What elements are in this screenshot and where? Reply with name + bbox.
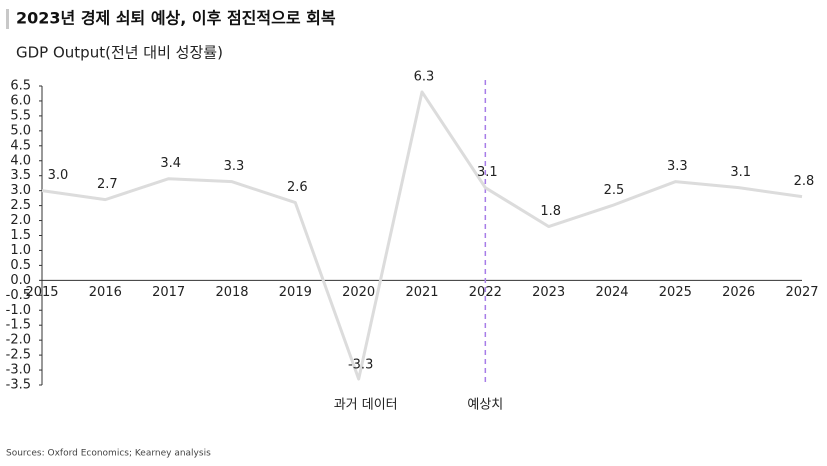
data-label: 3.4 bbox=[160, 156, 181, 171]
y-tick-label: -1.0 bbox=[6, 303, 31, 318]
y-tick-label: -0.5 bbox=[6, 288, 31, 303]
data-label: 6.3 bbox=[414, 69, 435, 84]
chart-title: 2023년 경제 쇠퇴 예상, 이후 점진적으로 회복 bbox=[16, 9, 336, 28]
y-tick-label: 2.5 bbox=[10, 198, 31, 213]
y-tick-label: 4.5 bbox=[10, 138, 31, 153]
y-tick-label: 5.0 bbox=[10, 123, 31, 138]
data-label: 2.6 bbox=[287, 180, 308, 195]
data-label: 3.1 bbox=[477, 165, 498, 180]
annotation: 예상치 bbox=[467, 398, 503, 413]
y-tick-label: 0.0 bbox=[10, 273, 31, 288]
y-tick-label: -3.0 bbox=[6, 363, 31, 378]
y-tick-label: 6.5 bbox=[10, 79, 31, 94]
x-tick-label: 2016 bbox=[89, 285, 122, 300]
data-label: 3.0 bbox=[48, 168, 69, 183]
x-tick-label: 2019 bbox=[279, 285, 312, 300]
x-tick-label: 2026 bbox=[722, 285, 755, 300]
x-tick-label: 2025 bbox=[659, 285, 692, 300]
data-label: 3.1 bbox=[730, 165, 751, 180]
y-tick-label: -1.5 bbox=[6, 318, 31, 333]
y-tick-label: 6.0 bbox=[10, 93, 31, 108]
data-label: 2.8 bbox=[794, 174, 815, 189]
chart-subtitle: GDP Output(전년 대비 성장률) bbox=[16, 44, 223, 62]
y-tick-label: 2.0 bbox=[10, 213, 31, 228]
y-tick-label: 0.5 bbox=[10, 258, 31, 273]
x-tick-label: 2015 bbox=[25, 285, 58, 300]
title-bar bbox=[6, 9, 9, 29]
x-tick-label: 2018 bbox=[215, 285, 248, 300]
data-label: -3.3 bbox=[348, 358, 373, 373]
y-tick-label: 5.5 bbox=[10, 108, 31, 123]
data-label: 1.8 bbox=[540, 204, 561, 219]
x-tick-label: 2021 bbox=[405, 285, 438, 300]
x-tick-label: 2027 bbox=[785, 285, 818, 300]
data-label: 3.3 bbox=[667, 159, 688, 174]
y-tick-label: -2.0 bbox=[6, 333, 31, 348]
data-label: 3.3 bbox=[224, 159, 245, 174]
x-tick-label: 2017 bbox=[152, 285, 185, 300]
y-tick-label: 4.0 bbox=[10, 153, 31, 168]
data-label: 2.7 bbox=[97, 177, 118, 192]
x-tick-label: 2022 bbox=[469, 285, 502, 300]
y-tick-label: 1.0 bbox=[10, 243, 31, 258]
y-tick-label: -2.5 bbox=[6, 348, 31, 363]
data-line bbox=[41, 90, 803, 381]
x-tick-label: 2024 bbox=[595, 285, 628, 300]
y-tick-label: 3.0 bbox=[10, 183, 31, 198]
annotation: 과거 데이터 bbox=[334, 398, 398, 413]
data-label: 2.5 bbox=[604, 183, 625, 198]
y-tick-label: 3.5 bbox=[10, 168, 31, 183]
x-tick-label: 2023 bbox=[532, 285, 565, 300]
y-tick-label: 1.5 bbox=[10, 228, 31, 243]
y-tick-label: -3.5 bbox=[6, 378, 31, 393]
source: Sources: Oxford Economics; Kearney analy… bbox=[6, 449, 211, 459]
x-tick-label: 2020 bbox=[342, 285, 375, 300]
